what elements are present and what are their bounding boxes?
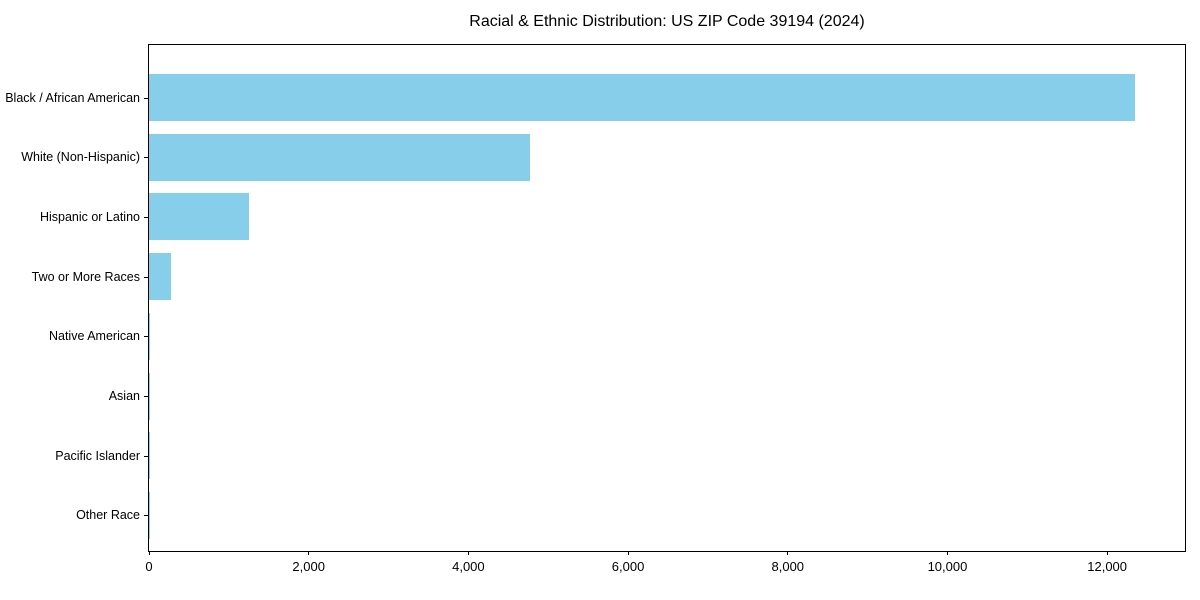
bar <box>149 253 171 301</box>
bar <box>149 133 531 181</box>
y-axis-label: Pacific Islander <box>55 448 140 463</box>
y-tick-mark <box>144 396 148 397</box>
x-tick-mark <box>1106 551 1108 555</box>
x-tick-mark <box>148 551 150 555</box>
x-tick-label: 8,000 <box>771 559 805 574</box>
x-tick-label: 2,000 <box>292 559 325 574</box>
bar <box>149 372 150 420</box>
bar <box>149 193 249 241</box>
x-tick-label: 4,000 <box>452 559 485 574</box>
y-tick-mark <box>144 157 148 159</box>
y-tick-mark <box>144 515 148 517</box>
y-axis-label: White (Non-Hispanic) <box>21 150 140 165</box>
y-axis-label: Hispanic or Latino <box>39 209 140 224</box>
x-tick-label: 10,000 <box>927 559 968 574</box>
y-axis-label: Native American <box>48 329 140 344</box>
bar <box>149 312 151 360</box>
y-axis-label: Asian <box>108 389 140 403</box>
y-tick-mark <box>144 336 148 338</box>
x-tick-mark <box>308 551 310 555</box>
x-tick-label: 0 <box>145 559 153 574</box>
y-tick-mark <box>144 276 148 278</box>
y-axis-label: Other Race <box>76 508 140 523</box>
y-tick-mark <box>144 97 148 99</box>
x-tick-mark <box>946 551 948 555</box>
x-tick-label: 12,000 <box>1087 559 1128 574</box>
x-tick-mark <box>787 551 789 555</box>
plot-area: Black / African American White (Non-Hispa… <box>5 44 1186 574</box>
y-tick-mark <box>144 455 148 457</box>
y-tick-mark <box>144 216 148 218</box>
chart-title: Racial & Ethnic Distribution: US ZIP Cod… <box>469 13 865 30</box>
x-tick-label: 6,000 <box>611 559 645 574</box>
x-tick-mark <box>627 551 629 555</box>
y-axis-label: Black / African American <box>5 90 140 105</box>
x-tick-mark <box>467 551 469 555</box>
y-axis-label: Two or More Races <box>31 269 140 284</box>
bar <box>149 74 1136 121</box>
